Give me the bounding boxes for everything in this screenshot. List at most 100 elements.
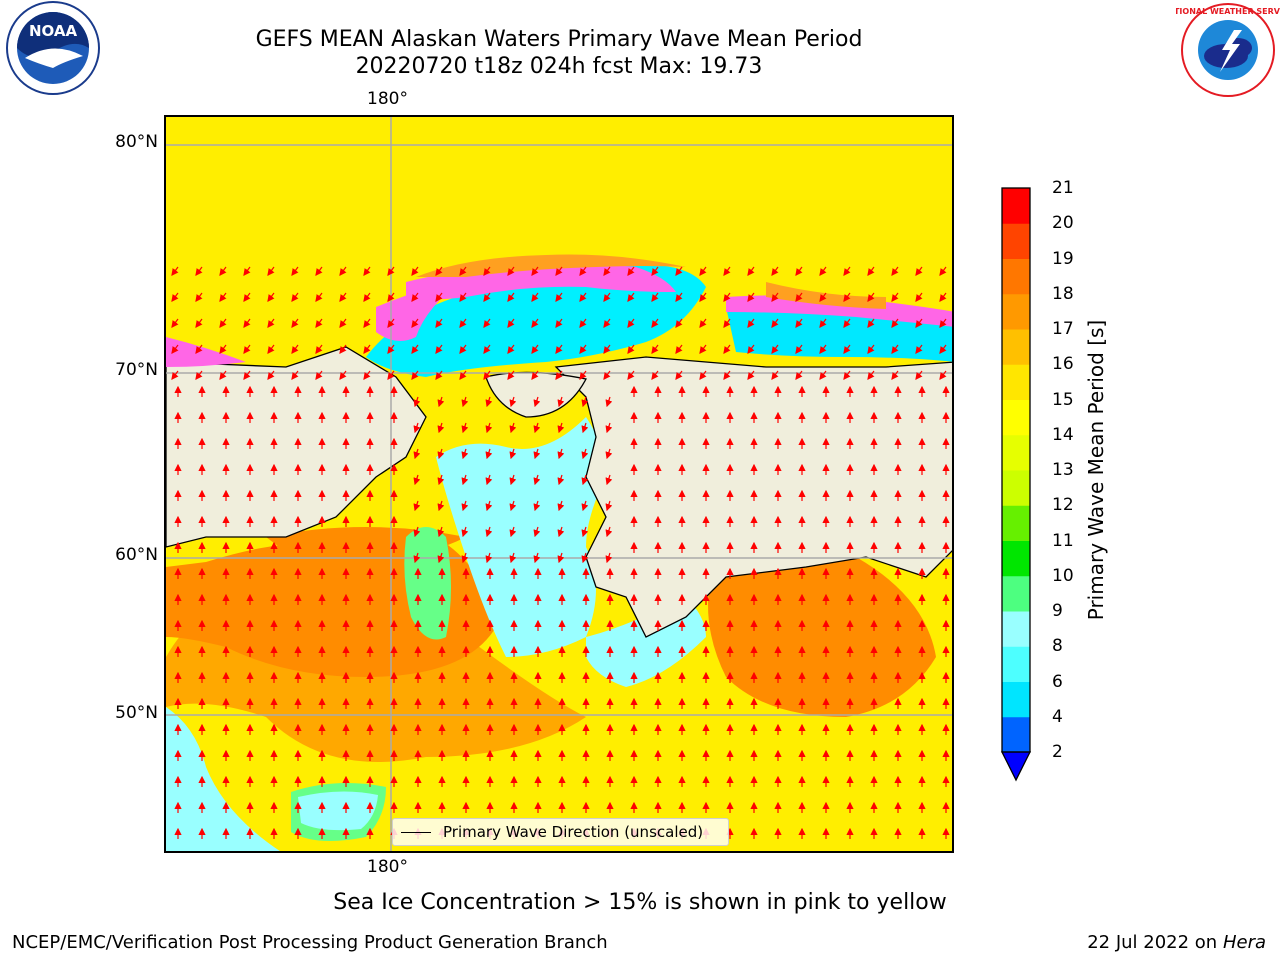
- colorbar-segment: [1002, 540, 1030, 577]
- colorbar-tick-label: 17: [1052, 319, 1074, 339]
- wave-arrow: [557, 552, 565, 564]
- wave-arrow: [603, 292, 611, 302]
- wave-arrow: [843, 370, 851, 380]
- wave-arrow: [557, 448, 565, 460]
- wave-arrow: [461, 500, 469, 512]
- wave-arrow: [891, 318, 899, 328]
- wave-arrow: [219, 292, 227, 302]
- wave-arrow: [387, 344, 395, 354]
- wave-arrow: [411, 266, 419, 276]
- wave-arrow: [747, 344, 755, 354]
- wave-arrow: [291, 266, 299, 276]
- colorbar-segment: [1002, 364, 1030, 400]
- wave-arrow: [771, 266, 779, 276]
- wave-arrow: [699, 318, 707, 328]
- wave-arrow: [507, 292, 515, 302]
- wave-arrow: [795, 370, 803, 380]
- wave-arrow: [413, 526, 421, 538]
- wave-arrow: [557, 422, 565, 434]
- nws-logo: NATIONAL WEATHER SERVICE: [1176, 3, 1280, 97]
- wave-arrow: [605, 552, 613, 564]
- wave-arrow: [485, 552, 493, 564]
- wave-arrow: [915, 266, 923, 276]
- noaa-logo: NOAA: [6, 1, 100, 95]
- wave-arrow: [843, 344, 851, 354]
- wave-arrow: [723, 370, 731, 380]
- wave-arrow: [605, 526, 613, 538]
- colorbar-segment: [1002, 258, 1030, 295]
- wave-arrow: [603, 318, 611, 328]
- wave-arrow: [219, 370, 227, 380]
- wave-arrow: [723, 344, 731, 354]
- colorbar-segment: [1002, 611, 1030, 647]
- wave-arrow: [699, 344, 707, 354]
- wave-arrow: [843, 292, 851, 302]
- wave-arrow: [485, 474, 493, 486]
- wave-arrow: [411, 344, 419, 354]
- sea-ice-note: Sea Ice Concentration > 15% is shown in …: [333, 890, 947, 915]
- colorbar-title: Primary Wave Mean Period [s]: [1084, 319, 1108, 621]
- wave-arrow: [437, 552, 445, 564]
- lon-label-bottom: 180°: [367, 857, 408, 877]
- wave-arrow: [339, 266, 347, 276]
- footer-credit: NCEP/EMC/Verification Post Processing Pr…: [12, 932, 608, 953]
- wave-arrow: [627, 292, 635, 302]
- wave-arrow: [939, 318, 947, 328]
- wave-arrow: [363, 318, 371, 328]
- sea-ice-pink-east: [726, 295, 952, 327]
- wave-arrow: [915, 344, 923, 354]
- wave-arrow: [461, 396, 469, 408]
- wave-arrow: [579, 292, 587, 302]
- wave-arrow: [461, 448, 469, 460]
- wave-arrow: [509, 526, 517, 538]
- sea-ice-pink-far-west: [166, 337, 246, 367]
- wave-arrow: [461, 422, 469, 434]
- bering-strait-period-9: [404, 527, 451, 640]
- wave-arrow: [771, 292, 779, 302]
- colorbar-tick-label: 14: [1052, 424, 1074, 445]
- colorbar-tick-label: 12: [1052, 495, 1074, 516]
- wave-arrow: [387, 370, 395, 380]
- wave-arrow: [219, 266, 227, 276]
- wave-arrow: [939, 370, 947, 380]
- wave-arrow: [267, 344, 275, 354]
- wave-arrow: [315, 318, 323, 328]
- noaa-logo-text: NOAA: [29, 22, 78, 40]
- wave-arrow: [507, 344, 515, 354]
- map-panel: Primary Wave Direction (unscaled): [164, 115, 954, 853]
- wave-arrow: [267, 292, 275, 302]
- wave-arrow: [771, 370, 779, 380]
- colorbar-segment: [1002, 470, 1030, 506]
- wave-arrow: [867, 344, 875, 354]
- colorbar-tick-label: 20: [1052, 213, 1074, 234]
- wave-arrow: [651, 370, 659, 380]
- wave-arrow: [579, 266, 587, 276]
- footer-host: Hera: [1222, 932, 1266, 953]
- wave-arrow: [195, 292, 203, 302]
- wave-arrow: [579, 318, 587, 328]
- wave-arrow: [555, 266, 563, 276]
- colorbar-segment: [1002, 329, 1030, 365]
- wave-arrow: [509, 396, 517, 408]
- wave-arrow: [339, 292, 347, 302]
- wave-arrow: [413, 448, 421, 460]
- colorbar-tick-label: 2: [1052, 742, 1063, 762]
- lat-label-70n: 70°N: [115, 360, 158, 380]
- wave-arrow: [915, 318, 923, 328]
- colorbar-segment: [1002, 293, 1030, 330]
- colorbar-tick-label: 21: [1052, 178, 1074, 198]
- wave-arrow: [605, 474, 613, 486]
- wave-arrow: [891, 370, 899, 380]
- wave-arrow: [915, 292, 923, 302]
- wave-arrow: [485, 422, 493, 434]
- wave-arrow: [363, 370, 371, 380]
- wave-arrow: [915, 370, 923, 380]
- wave-arrow: [581, 396, 589, 408]
- wave-arrow: [555, 318, 563, 328]
- wave-arrow: [747, 292, 755, 302]
- wave-arrow: [581, 422, 589, 434]
- period-zone-18-east: [708, 547, 936, 717]
- wave-arrow: [939, 292, 947, 302]
- wave-arrow: [581, 500, 589, 512]
- wave-arrow: [557, 474, 565, 486]
